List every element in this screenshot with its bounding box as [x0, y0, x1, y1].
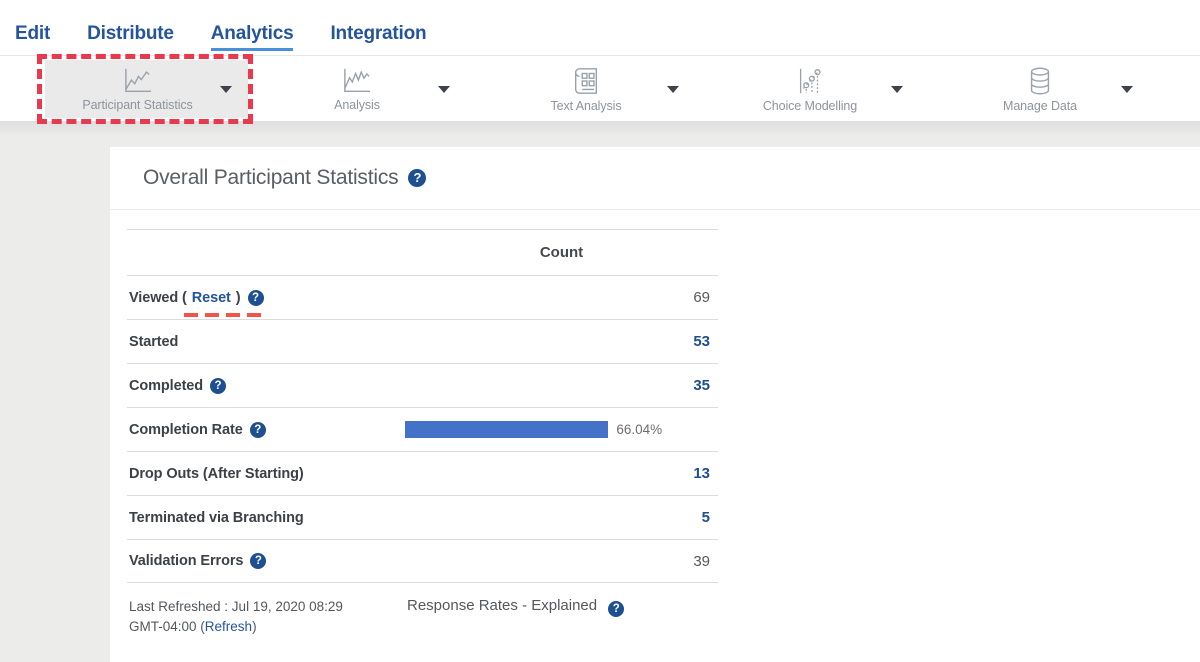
completion-rate-bar: 66.04% — [405, 421, 713, 438]
row-label: Viewed ( — [129, 290, 187, 306]
help-icon[interactable] — [250, 422, 266, 438]
participant-statistics-panel: Overall Participant Statistics Count Vie… — [110, 147, 1200, 662]
table-row-completion-rate: Completion Rate 66.04% — [127, 407, 718, 451]
toolbar-item-analysis[interactable]: Analysis — [272, 60, 462, 118]
table-row-started: Started 53 — [127, 319, 718, 363]
response-rates-label: Response Rates - Explained — [407, 597, 597, 614]
last-refreshed-line2: GMT-04:00 (Refresh) — [129, 617, 405, 637]
last-refreshed-line2-suffix: ) — [252, 619, 257, 634]
refresh-link[interactable]: Refresh — [205, 619, 252, 634]
scatter-line-icon — [795, 66, 825, 96]
completion-rate-value: 66.04% — [616, 422, 662, 437]
row-value: 13 — [693, 465, 710, 482]
row-label: Started — [129, 334, 178, 350]
row-label: Validation Errors — [129, 553, 243, 569]
document-grid-icon — [571, 66, 601, 96]
help-icon[interactable] — [210, 378, 226, 394]
chevron-down-icon[interactable] — [1121, 86, 1133, 93]
app-window: Edit Distribute Analytics Integration Pa… — [0, 0, 1200, 662]
completion-rate-bar-fill — [405, 421, 608, 438]
row-label: Completion Rate — [129, 422, 243, 438]
table-header-row: Count — [127, 229, 718, 275]
last-refreshed-line1: Last Refreshed : Jul 19, 2020 08:29 — [129, 597, 405, 617]
toolbar-item-participant-statistics[interactable]: Participant Statistics — [45, 60, 248, 118]
toolbar-item-label: Text Analysis — [551, 99, 622, 113]
row-value: 53 — [693, 333, 710, 350]
row-value: 39 — [693, 553, 710, 570]
row-value: 69 — [693, 289, 710, 306]
table-row-terminated: Terminated via Branching 5 — [127, 495, 718, 539]
help-icon[interactable] — [248, 290, 264, 306]
row-label: Terminated via Branching — [129, 510, 304, 526]
row-value: 35 — [693, 377, 710, 394]
page-title: Overall Participant Statistics — [143, 166, 398, 190]
toolbar-item-label: Manage Data — [1003, 99, 1077, 113]
table-row-viewed: Viewed ( Reset ) 69 — [127, 275, 718, 319]
count-column-header: Count — [540, 244, 583, 261]
analytics-toolbar: Participant Statistics Analysis — [0, 55, 1200, 122]
last-refreshed-line2-prefix: GMT-04:00 ( — [129, 619, 205, 634]
response-rates-explained: Response Rates - Explained — [405, 597, 624, 637]
help-icon[interactable] — [608, 601, 624, 617]
table-row-validation-errors: Validation Errors 39 — [127, 539, 718, 583]
chevron-down-icon[interactable] — [667, 86, 679, 93]
nav-tab-analytics[interactable]: Analytics — [211, 23, 294, 51]
row-label-suffix: ) — [236, 290, 241, 306]
table-row-drop-outs: Drop Outs (After Starting) 13 — [127, 451, 718, 495]
toolbar-item-text-analysis[interactable]: Text Analysis — [501, 60, 691, 118]
reset-underline-annotation — [184, 313, 266, 317]
toolbar-item-choice-modelling[interactable]: Choice Modelling — [725, 60, 915, 118]
statistics-table: Count Viewed ( Reset ) 69 Started — [127, 229, 718, 583]
database-icon — [1025, 66, 1055, 96]
choice-modelling-button: Choice Modelling — [725, 60, 895, 118]
toolbar-item-label: Analysis — [334, 98, 380, 112]
line-chart-icon — [341, 67, 373, 95]
header-spacer — [127, 230, 405, 275]
nav-tab-distribute[interactable]: Distribute — [87, 23, 174, 51]
table-footer: Last Refreshed : Jul 19, 2020 08:29 GMT-… — [127, 597, 718, 637]
top-nav: Edit Distribute Analytics Integration — [0, 0, 1200, 55]
chevron-down-icon[interactable] — [438, 86, 450, 93]
table-row-completed: Completed 35 — [127, 363, 718, 407]
nav-tab-integration[interactable]: Integration — [330, 23, 426, 51]
row-label: Completed — [129, 378, 203, 394]
participant-statistics-button: Participant Statistics — [45, 60, 230, 118]
reset-link[interactable]: Reset — [192, 290, 231, 306]
text-analysis-button: Text Analysis — [501, 60, 671, 118]
help-icon[interactable] — [250, 553, 266, 569]
toolbar-item-label: Participant Statistics — [82, 98, 192, 112]
chevron-down-icon[interactable] — [220, 86, 232, 93]
row-label: Drop Outs (After Starting) — [129, 466, 304, 482]
nav-tab-edit[interactable]: Edit — [15, 23, 50, 51]
panel-header: Overall Participant Statistics — [110, 147, 1200, 210]
manage-data-button: Manage Data — [955, 60, 1125, 118]
chevron-down-icon[interactable] — [891, 86, 903, 93]
toolbar-item-label: Choice Modelling — [763, 99, 857, 113]
help-icon[interactable] — [408, 169, 426, 187]
last-refreshed-text: Last Refreshed : Jul 19, 2020 08:29 GMT-… — [127, 597, 405, 637]
line-chart-icon — [122, 67, 154, 95]
analysis-button: Analysis — [272, 60, 442, 118]
toolbar-item-manage-data[interactable]: Manage Data — [955, 60, 1145, 118]
row-value: 5 — [702, 509, 710, 526]
